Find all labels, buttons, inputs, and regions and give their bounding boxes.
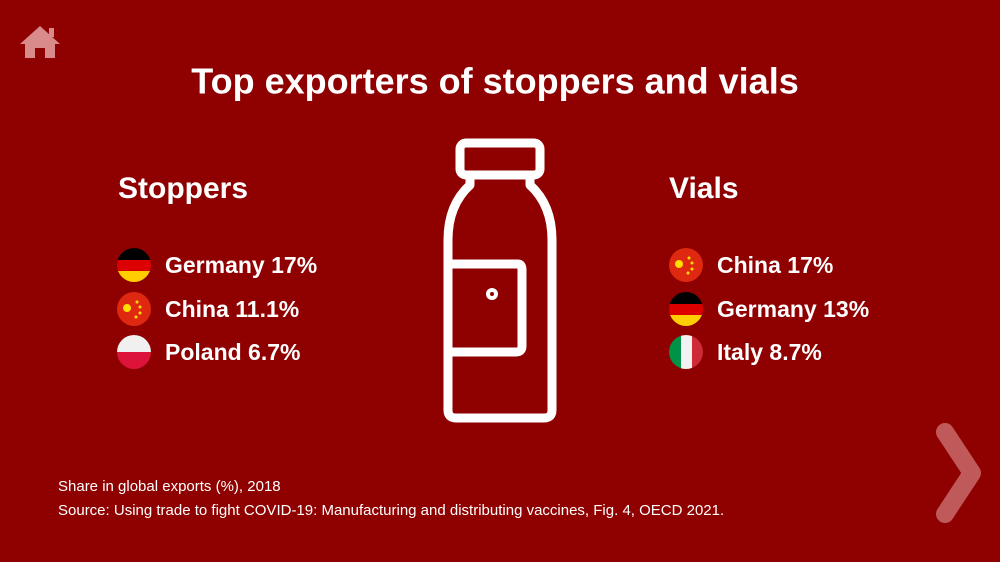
bottle-icon [443, 138, 557, 423]
column-heading: Stoppers [118, 172, 248, 205]
exporter: Germany 13% [717, 296, 869, 322]
exporter: Poland 6.7% [165, 339, 300, 365]
next-button[interactable] [936, 423, 981, 523]
flag-italy [669, 335, 703, 369]
note: Share in global exports (%), 2018 [58, 478, 281, 495]
flag-china [669, 248, 703, 282]
exporter: China 11.1% [165, 296, 299, 322]
flag-china [117, 292, 151, 326]
flag-poland [117, 335, 151, 369]
exporter: Germany 17% [165, 252, 317, 278]
source: Source: Using trade to fight COVID-19: M… [58, 502, 724, 519]
flag-germany [117, 248, 151, 282]
exporter: Italy 8.7% [717, 339, 822, 365]
exporter: China 17% [717, 252, 833, 278]
flag-germany [669, 292, 703, 326]
title: Top exporters of stoppers and vials [191, 61, 798, 102]
column-heading: Vials [669, 172, 739, 205]
home-button[interactable] [20, 26, 60, 58]
